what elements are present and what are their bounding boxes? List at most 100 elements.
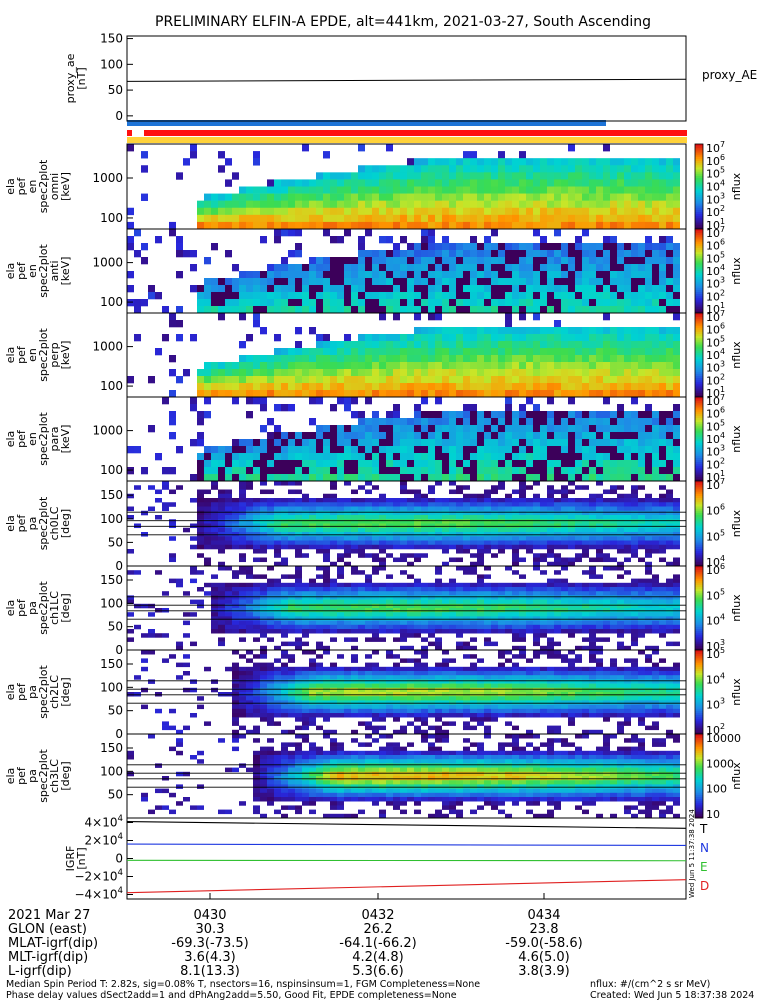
heatmap-cell — [673, 536, 680, 541]
heatmap-cell — [568, 515, 575, 520]
heatmap-cell — [183, 633, 190, 638]
heatmap-cell — [652, 327, 659, 335]
heatmap-cell — [281, 404, 288, 412]
heatmap-cell — [316, 566, 323, 571]
heatmap-cell — [624, 612, 631, 617]
heatmap-cell — [218, 165, 225, 173]
heatmap-cell — [225, 390, 232, 398]
heatmap-cell — [442, 264, 449, 272]
heatmap-cell — [617, 540, 624, 546]
heatmap-cell — [575, 624, 582, 630]
heatmap-cell — [624, 624, 631, 630]
heatmap-cell — [645, 544, 652, 550]
heatmap-cell — [568, 285, 575, 293]
heatmap-cell — [554, 515, 561, 520]
heatmap-cell — [246, 570, 253, 575]
heatmap-cell — [379, 257, 386, 265]
heatmap-cell — [659, 285, 666, 293]
heatmap-cell — [162, 502, 169, 507]
heatmap-cell — [421, 645, 428, 651]
heatmap-cell — [260, 271, 267, 279]
heatmap-cell — [561, 532, 568, 537]
heatmap-cell — [631, 186, 638, 194]
heatmap-cell — [309, 612, 316, 617]
heatmap-cell — [638, 616, 645, 621]
y-tick-label: 100 — [100, 57, 123, 71]
heatmap-cell — [631, 165, 638, 173]
heatmap-cell — [435, 637, 442, 642]
heatmap-cell — [351, 411, 358, 419]
heatmap-cell — [505, 510, 512, 516]
colorbar-segment — [695, 407, 703, 410]
heatmap-cell — [589, 376, 596, 384]
heatmap-cell — [253, 446, 260, 454]
heatmap-cell — [561, 527, 568, 533]
heatmap-cell — [533, 557, 540, 563]
heatmap-cell — [358, 498, 365, 503]
heatmap-cell — [386, 591, 393, 596]
heatmap-cell — [596, 285, 603, 293]
heatmap-cell — [652, 591, 659, 596]
heatmap-cell — [533, 313, 540, 321]
heatmap-cell — [407, 595, 414, 600]
heatmap-cell — [204, 523, 211, 529]
heatmap-cell — [274, 536, 281, 541]
heatmap-cell — [470, 510, 477, 516]
heatmap-cell — [407, 193, 414, 201]
heatmap-cell — [554, 432, 561, 440]
heatmap-cell — [309, 453, 316, 461]
heatmap-cell — [428, 172, 435, 180]
heatmap-cell — [463, 502, 470, 507]
heatmap-cell — [554, 620, 561, 626]
heatmap-cell — [631, 172, 638, 180]
heatmap-cell — [393, 624, 400, 630]
heatmap-cell — [638, 633, 645, 638]
heatmap-cell — [246, 214, 253, 223]
colorbar-segment — [695, 506, 703, 510]
heatmap-cell — [386, 179, 393, 187]
heatmap-cell — [379, 603, 386, 609]
heatmap-cell — [652, 510, 659, 516]
heatmap-cell — [211, 474, 218, 482]
heatmap-cell — [526, 467, 533, 475]
y-tick-label: 1000 — [92, 424, 123, 438]
heatmap-cell — [393, 432, 400, 440]
heatmap-cell — [428, 285, 435, 293]
heatmap-cell — [491, 603, 498, 609]
heatmap-cell — [456, 214, 463, 223]
heatmap-cell — [456, 540, 463, 546]
heatmap-cell — [505, 616, 512, 621]
heatmap-cell — [351, 446, 358, 454]
heatmap-cell — [575, 523, 582, 529]
heatmap-cell — [428, 257, 435, 265]
heatmap-cell — [526, 397, 533, 405]
heatmap-cell — [596, 453, 603, 461]
heatmap-cell — [365, 624, 372, 630]
heatmap-cell — [337, 624, 344, 630]
colorbar-segment — [695, 466, 703, 469]
heatmap-cell — [589, 411, 596, 419]
heatmap-cell — [463, 498, 470, 503]
heatmap-cell — [673, 376, 680, 384]
heatmap-cell — [225, 582, 232, 588]
y-axis-label: perp — [48, 342, 61, 367]
heatmap-cell — [281, 515, 288, 520]
heatmap-cell — [309, 271, 316, 279]
heatmap-cell — [225, 515, 232, 520]
heatmap-cell — [204, 257, 211, 265]
heatmap-cell — [414, 264, 421, 272]
heatmap-cell — [379, 608, 386, 613]
heatmap-cell — [484, 608, 491, 613]
heatmap-cell — [344, 620, 351, 626]
colorbar-segment — [695, 382, 703, 385]
heatmap-cell — [505, 250, 512, 258]
heatmap-cell — [232, 620, 239, 626]
heatmap-cell — [491, 390, 498, 398]
colorbar-segment — [695, 451, 703, 455]
heatmap-cell — [239, 603, 246, 609]
heatmap-cell — [498, 193, 505, 201]
heatmap-cell — [561, 595, 568, 600]
heatmap-cell — [519, 179, 526, 187]
heatmap-cell — [477, 411, 484, 419]
heatmap-cell — [344, 582, 351, 588]
